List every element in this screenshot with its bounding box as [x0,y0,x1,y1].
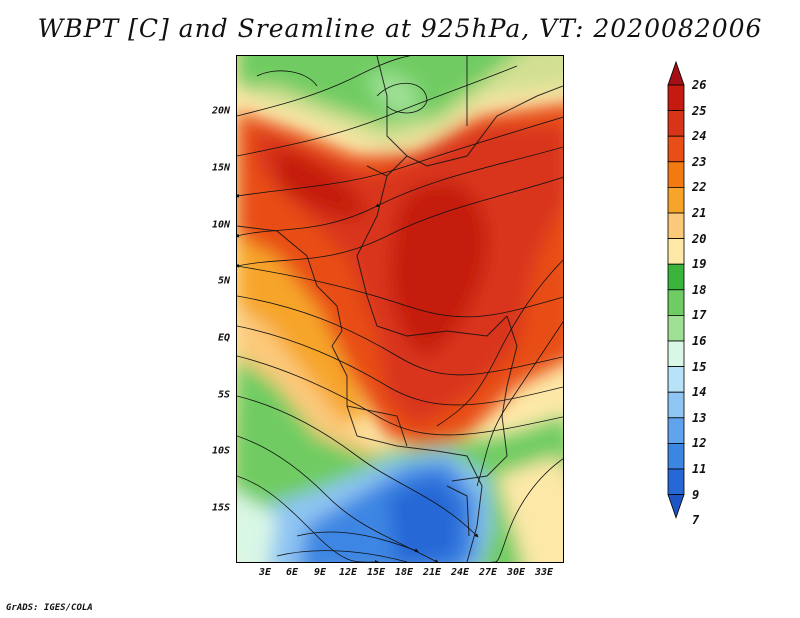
west-amber [237,236,367,426]
north-yellow-band [237,56,563,146]
colorbar-segment [667,135,685,163]
colorbar-label: 11 [692,462,707,476]
colorbar [667,60,685,519]
west-yellow [237,306,387,466]
colorbar-label: 23 [692,154,707,169]
colorbar-label: 20 [692,231,707,246]
colorbar-segment [667,391,685,419]
lon-label: 3E [258,567,272,578]
lon-label: 12E [338,567,358,578]
colorbar-segment [667,238,685,265]
lat-label: 15N [211,162,230,174]
colorbar-segment [667,289,685,316]
colorbar-label: 17 [692,308,707,323]
credit-text: GrADS: IGES/COLA [6,603,93,613]
colorbar-segment [667,161,685,188]
wbpt-field-map [237,56,563,562]
dark-red-west [277,146,367,219]
colorbar-label: 16 [692,334,707,348]
colorbar-segment [667,366,685,393]
lon-label: 18E [394,567,414,578]
colorbar-label: 9 [692,487,700,502]
streamlines [237,56,563,562]
colorbar-label: 7 [692,513,700,528]
lat-label: 10S [211,445,230,457]
lat-label: 5S [217,389,230,401]
lon-label: 27E [478,567,498,578]
colorbar-bottom-arrow [667,494,685,519]
colorbar-segment [667,212,685,240]
country-borders [237,56,563,562]
lon-label: 30E [506,567,526,578]
colorbar-segment [667,84,685,112]
lon-label: 9E [313,567,327,578]
colorbar-segment [667,314,685,342]
colorbar-segment [667,263,685,291]
colorbar-segment [667,417,685,444]
colorbar-label: 14 [692,385,707,400]
lon-label: 33E [534,567,554,578]
colorbar-label: 24 [692,129,707,144]
colorbar-label: 19 [692,257,707,272]
lon-label: 24E [450,567,470,578]
south-east-yellow [497,456,563,562]
lon-label: 21E [422,567,442,578]
lat-label: EQ [217,332,230,344]
colorbar-label: 21 [692,206,707,220]
lon-label: 15E [366,567,386,578]
colorbar-segment [667,187,685,214]
colorbar-segment [667,110,685,137]
lat-label: 20N [211,105,230,117]
south-deep-blue [387,476,462,562]
colorbar-label: 15 [692,359,707,374]
colorbar-top-arrow [667,60,685,86]
colorbar-label: 13 [692,410,707,425]
colorbar-segment [667,340,685,368]
lat-label: 15S [211,502,230,514]
colorbar-label: 25 [692,103,707,118]
colorbar-label: 22 [692,180,707,195]
chart-title: WBPT [C] and Sreamline at 925hPa, VT: 20… [37,14,763,43]
map-panel [236,55,564,563]
lon-label: 6E [285,567,299,578]
lat-label: 10N [211,219,230,231]
colorbar-label: 26 [692,78,707,92]
dark-red-core [391,182,487,356]
colorbar-label: 18 [692,282,707,297]
colorbar-segment [667,442,685,470]
colorbar-label: 12 [692,436,707,451]
colorbar-segment [667,468,685,496]
lat-label: 5N [217,275,230,287]
southwest-pale [237,492,277,562]
